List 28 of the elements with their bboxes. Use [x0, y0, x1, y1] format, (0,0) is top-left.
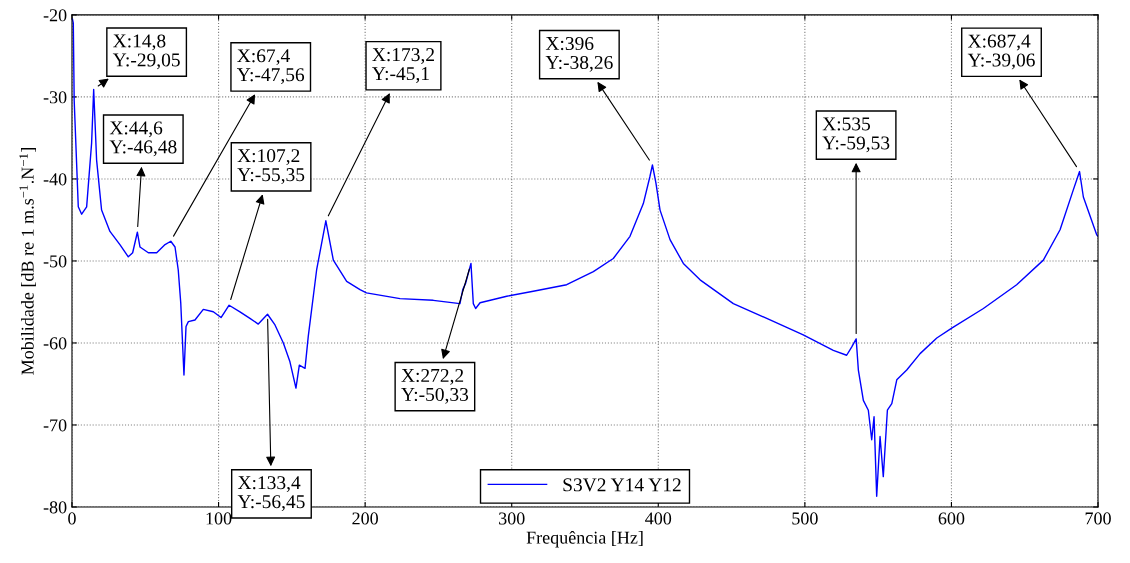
- x-tick-label: 600: [938, 512, 965, 525]
- annotation: X:173,2 Y:-45,1: [372, 48, 434, 83]
- annotation: X:107,2 Y:-55,35: [237, 149, 305, 184]
- x-axis-title: Frequência [Hz]: [526, 530, 643, 548]
- y-tick-label: -80: [43, 501, 67, 514]
- y-tick-label: -50: [43, 255, 67, 268]
- x-tick-label: 300: [499, 512, 525, 525]
- x-tick-label: 200: [352, 512, 378, 525]
- y-tick-label: -40: [43, 173, 67, 186]
- annotation: X:133,4 Y:-56,45: [237, 476, 305, 511]
- y-tick-label: -60: [43, 337, 67, 350]
- annotation: X:14,8 Y:-29,05: [112, 34, 180, 70]
- x-tick-label: 500: [792, 512, 818, 525]
- legend-label: S3V2 Y14 Y12: [563, 478, 681, 492]
- y-tick-label: -20: [43, 9, 67, 22]
- y-tick-label: -30: [43, 91, 67, 104]
- y-tick-label: -70: [43, 419, 67, 432]
- x-tick-label: 700: [1085, 512, 1111, 525]
- x-tick-label: 100: [206, 512, 232, 525]
- x-tick-label: 0: [68, 512, 76, 525]
- annotation: X:396 Y:-38,26: [545, 36, 613, 72]
- x-tick-label: 400: [645, 512, 672, 525]
- annotation: X:44,6 Y:-46,48: [109, 121, 177, 157]
- annotation: X:67,4 Y:-47,56: [236, 49, 305, 85]
- y-axis-title: Mobilidade [dB re 1 m.s$^{−1}$.N$^{−1}$]: [19, 148, 36, 375]
- annotation: X:687,4 Y:-39,06: [967, 34, 1035, 70]
- annotation: X:272,2 Y:-50,33: [401, 368, 469, 404]
- annotation: X:535 Y:-59,53: [822, 117, 890, 153]
